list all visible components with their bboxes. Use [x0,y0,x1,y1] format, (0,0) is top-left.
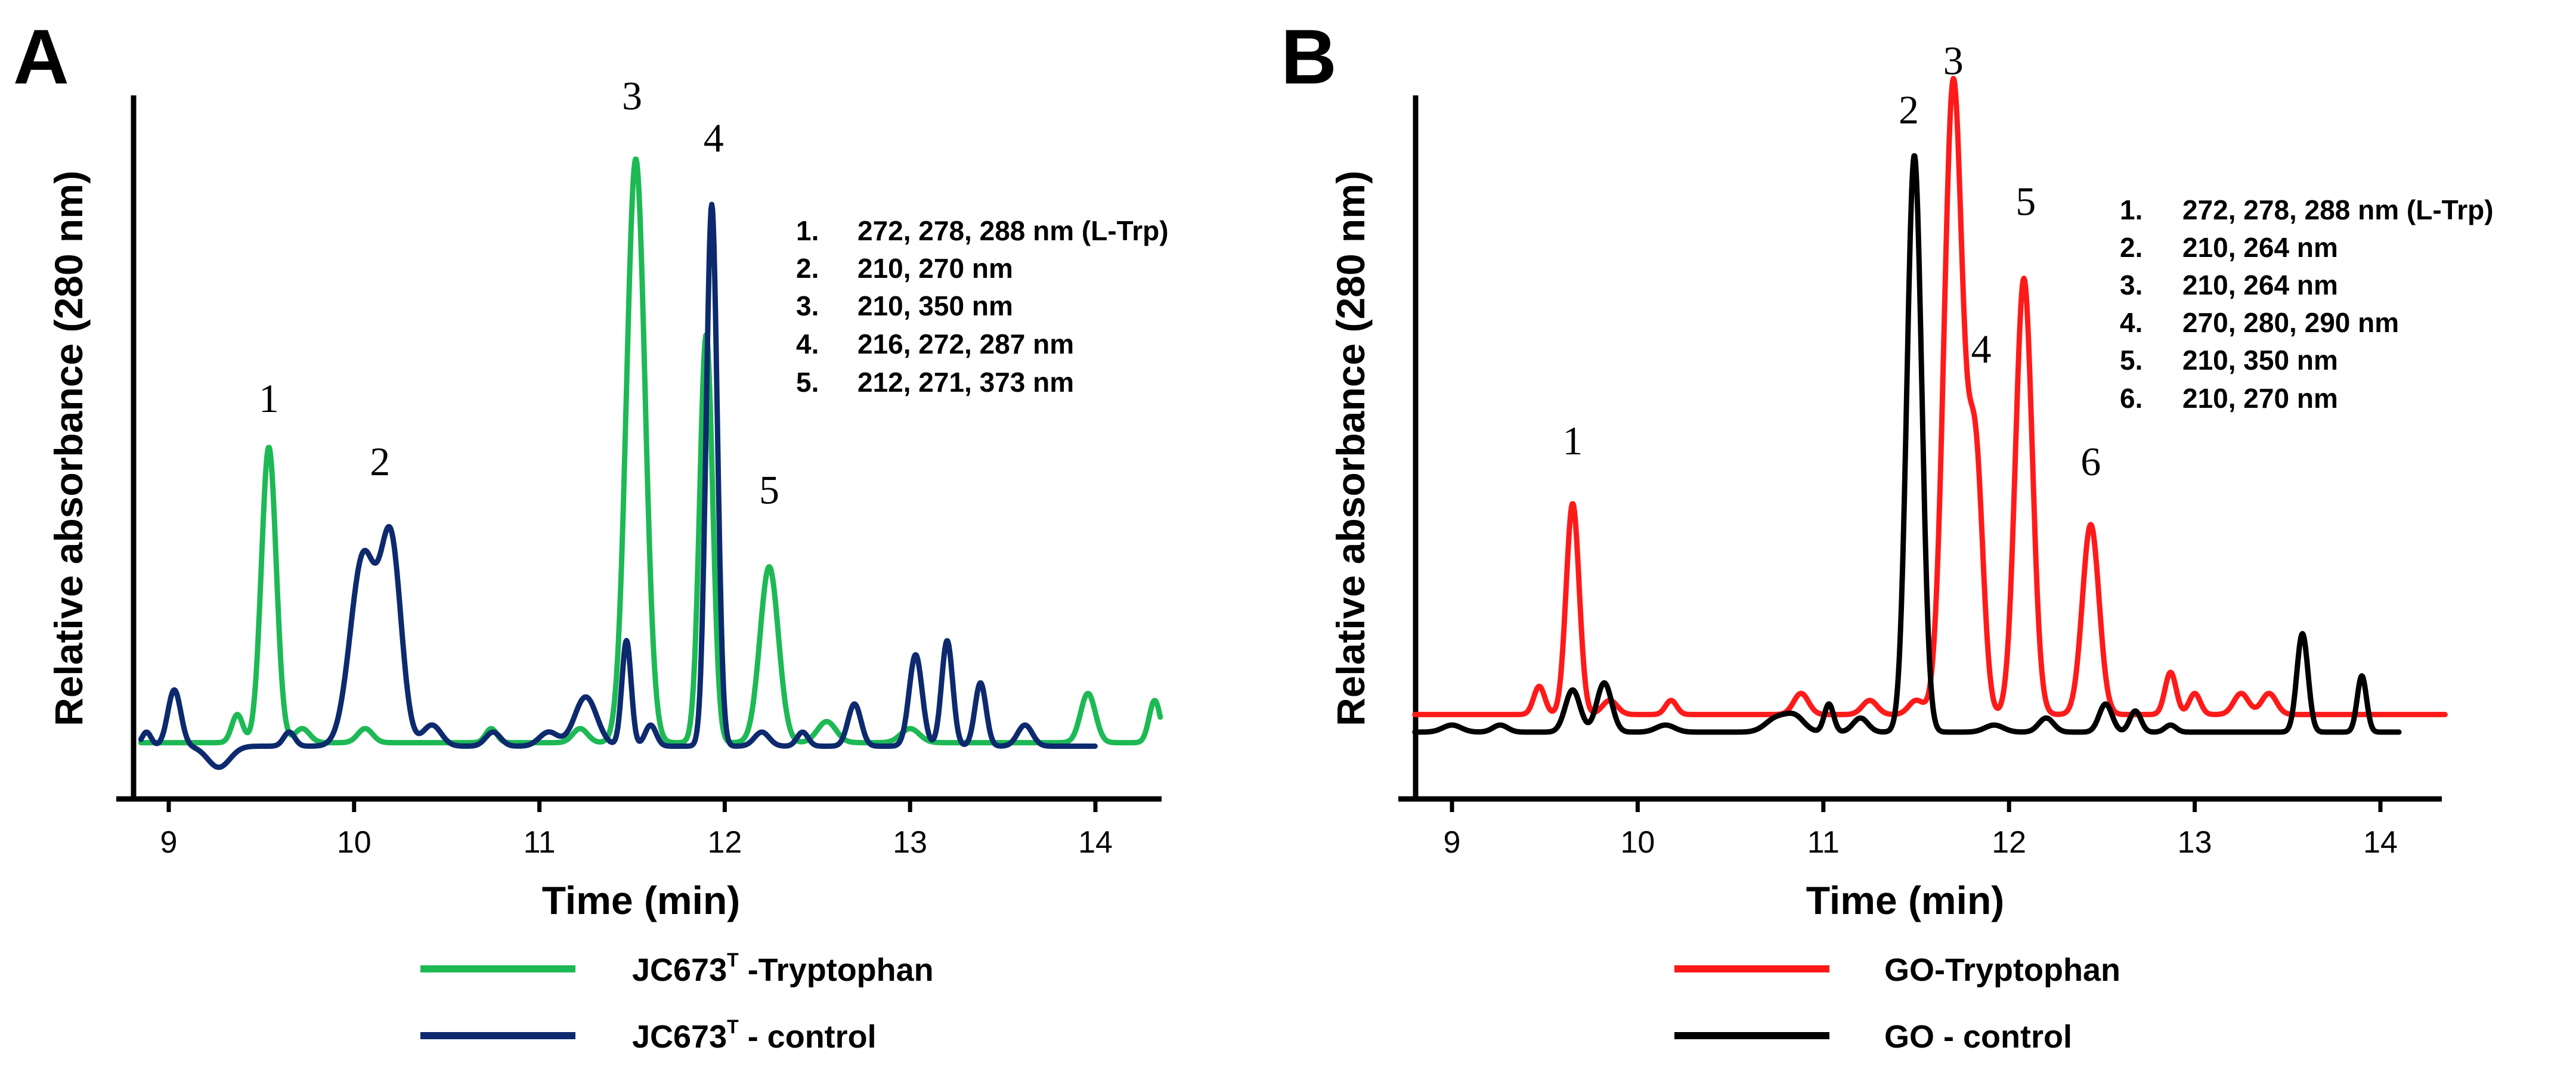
annot-a-5-text: 212, 271, 373 nm [857,367,1074,398]
annot-b-1-text: 272, 278, 288 nm (L-Trp) [2182,194,2494,225]
annot-b-3-num: 3. [2120,269,2142,300]
x-tick-label: 13 [893,825,927,860]
peak-labels-a: 1 2 3 4 5 [259,73,779,513]
legend-label-a-tryptophan: JC673T -Tryptophan [632,949,934,988]
annot-a-2-text: 210, 270 nm [857,253,1013,284]
y-axis-title-b: Relative absorbance (280 nm) [1329,171,1373,726]
x-tick-label: 9 [1444,825,1461,860]
annot-b-2-text: 210, 264 nm [2182,232,2338,263]
x-tick-label: 12 [707,825,742,860]
x-tick-label: 10 [337,825,371,860]
peak-label: 2 [370,439,390,484]
series-line-control [1412,153,2402,735]
annot-b-6-num: 6. [2120,383,2142,414]
series-line-control [138,202,1098,770]
peak-label: 1 [259,376,279,421]
legend-label-b-tryptophan: GO-Tryptophan [1884,952,2120,988]
annot-b-4-text: 270, 280, 290 nm [2182,307,2399,338]
peak-label: 3 [1943,38,1964,83]
x-tick-label: 14 [2363,825,2398,860]
annot-a-3-text: 210, 350 nm [857,290,1013,321]
x-tick-label: 14 [1078,825,1113,860]
series-line-tryptophan [138,156,1163,746]
traces-b [1412,76,2448,735]
annot-b-1-num: 1. [2120,194,2142,225]
x-tick-label: 11 [524,825,556,860]
peak-label: 2 [1899,87,1919,132]
annot-a-4-text: 216, 272, 287 nm [857,329,1074,360]
annot-b-6-text: 210, 270 nm [2182,383,2338,414]
annot-a-4-num: 4. [796,329,819,360]
x-tick-label: 10 [1620,825,1655,860]
panel-letter-b: B [1281,13,1337,100]
legend-label-b-control: GO - control [1884,1019,2072,1055]
legend-a: JC673T -Tryptophan JC673T - control [420,949,934,1055]
annot-a-5-num: 5. [796,367,819,398]
annotation-list-a: 1. 272, 278, 288 nm (L-Trp) 2. 210, 270 … [796,215,1169,398]
y-axis-title-a: Relative absorbance (280 nm) [47,171,91,726]
peak-label: 3 [622,73,642,119]
peak-label: 1 [1562,418,1583,463]
legend-label-a-control: JC673T - control [632,1016,877,1055]
annot-b-2-num: 2. [2120,232,2142,263]
peak-label: 6 [2080,439,2101,484]
x-ticks-a: 9 10 11 12 13 14 [160,799,1113,860]
annot-a-2-num: 2. [796,253,819,284]
annot-b-3-text: 210, 264 nm [2182,269,2338,300]
annot-b-5-text: 210, 350 nm [2182,345,2338,376]
x-tick-label: 9 [160,825,178,860]
panel-letter-a: A [13,13,69,100]
x-tick-label: 11 [1807,825,1840,860]
annotation-list-b: 1. 272, 278, 288 nm (L-Trp) 2. 210, 264 … [2120,194,2494,414]
x-ticks-b: 9 10 11 12 13 14 [1444,799,2398,860]
annot-b-5-num: 5. [2120,345,2142,376]
peak-label: 4 [704,115,724,160]
x-axis-title-b: Time (min) [1806,878,2004,922]
x-tick-label: 12 [1992,825,2026,860]
annot-a-1-text: 272, 278, 288 nm (L-Trp) [857,215,1169,246]
legend-b: GO-Tryptophan GO - control [1674,952,2120,1055]
x-tick-label: 13 [2178,825,2212,860]
peak-label: 5 [2015,179,2036,224]
peak-label: 5 [759,467,779,512]
peak-label: 4 [1971,326,1991,371]
x-axis-title-a: Time (min) [542,878,740,922]
annot-b-4-num: 4. [2120,307,2142,338]
traces-a [138,156,1163,770]
annot-a-3-num: 3. [796,290,819,321]
annot-a-1-num: 1. [796,215,819,246]
